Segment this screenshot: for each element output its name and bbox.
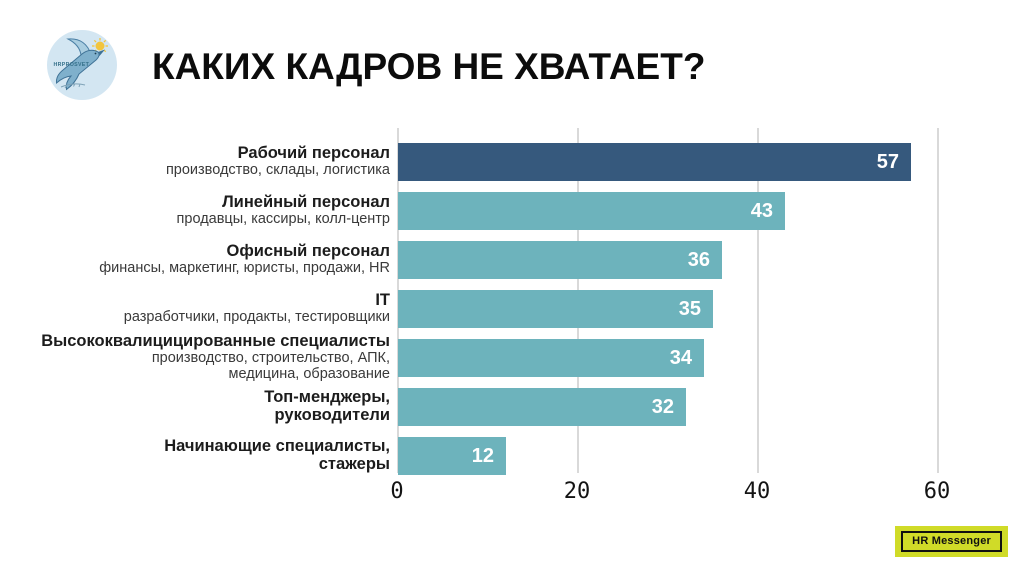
category-label: Высококвалицицированные специалисты прои… [30,332,390,382]
bar-value-label: 34 [669,346,692,369]
chart-row: Офисный персонал финансы, маркетинг, юри… [99,241,1024,279]
chart-row: Рабочий персонал производство, склады, л… [166,143,1024,181]
bar: 12 [398,437,506,475]
bird-icon [55,38,105,91]
bar-value-label: 12 [471,444,494,467]
bar: 32 [398,388,686,426]
bar-chart: Рабочий персонал производство, склады, л… [41,128,958,504]
category-label: Офисный персонал финансы, маркетинг, юри… [30,241,390,279]
bar-value-label: 32 [651,395,674,418]
chart-row: Начинающие специалисты, стажеры 12 [164,437,1024,475]
x-axis-tick-label: 0 [390,479,404,504]
chart-row: IT разработчики, продакты, тестировщики … [124,290,1024,328]
hr-messenger-badge: HR Messenger [895,526,1008,557]
category-label-main: Начинающие специалисты, стажеры [164,437,390,473]
category-label: Начинающие специалисты, стажеры [30,437,390,475]
gridline [937,128,939,473]
category-label-sub: финансы, маркетинг, юристы, продажи, HR [99,259,390,276]
x-axis-tick-label: 60 [923,479,951,504]
category-label: Топ-менджеры, руководители [30,388,390,426]
x-axis-tick-label: 20 [563,479,591,504]
bar-value-label: 35 [678,297,701,320]
category-label-main: Топ-менджеры, руководители [264,388,390,424]
chart-row: Топ-менджеры, руководители 32 [264,388,1024,426]
chart-row: Линейный персонал продавцы, кассиры, кол… [177,192,1024,230]
category-label-sub: производство, строительство, АПК, медици… [151,349,390,382]
category-label-main: Высококвалицицированные специалисты [41,332,390,351]
bar: 43 [398,192,785,230]
bar-value-label: 36 [687,248,710,271]
bar: 34 [398,339,704,377]
bar: 35 [398,290,713,328]
chart-row: Высококвалицицированные специалисты прои… [41,332,1024,382]
category-label-main: Линейный персонал [222,193,390,212]
bar-value-label: 43 [750,199,773,222]
page-title: КАКИХ КАДРОВ НЕ ХВАТАЕТ? [152,46,706,87]
logo-graphic: HRPROSVET [47,30,117,100]
hr-messenger-badge-label: HR Messenger [901,531,1002,552]
category-label: Линейный персонал продавцы, кассиры, кол… [30,192,390,230]
category-label: Рабочий персонал производство, склады, л… [30,143,390,181]
category-label-main: Офисный персонал [226,242,390,261]
gridline [757,128,759,473]
category-label-main: Рабочий персонал [237,144,390,163]
category-label-sub: продавцы, кассиры, колл-центр [176,210,390,227]
logo-wordmark: HRPROSVET [54,62,90,68]
category-label-sub: разработчики, продакты, тестировщики [123,308,390,325]
bar: 36 [398,241,722,279]
x-axis-tick-label: 40 [743,479,771,504]
category-label: IT разработчики, продакты, тестировщики [30,290,390,328]
bar-value-label: 57 [876,150,899,173]
bar: 57 [398,143,911,181]
hrprosvet-logo: HRPROSVET [47,30,117,100]
category-label-sub: производство, склады, логистика [165,161,390,178]
category-label-main: IT [375,291,390,310]
